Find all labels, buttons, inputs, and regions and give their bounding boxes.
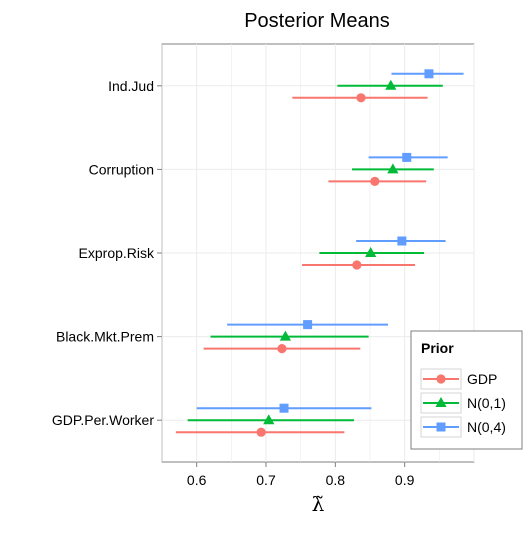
category-label: Ind.Jud	[108, 78, 154, 94]
legend-label: N(0,1)	[467, 395, 506, 411]
series-square	[196, 69, 464, 413]
data-point	[387, 163, 399, 174]
legend-key-marker	[435, 397, 447, 407]
data-point	[397, 236, 407, 246]
data-point	[279, 330, 292, 341]
data-point	[356, 93, 366, 103]
series-circle	[175, 93, 428, 437]
data-point	[385, 79, 397, 90]
data-point	[279, 403, 289, 413]
legend-label: GDP	[467, 371, 497, 387]
legend: Prior GDP N(0,1) N(0,4)	[410, 330, 523, 450]
series-layer	[175, 69, 464, 437]
data-point	[303, 320, 313, 330]
x-tick-label: 0.9	[395, 472, 415, 488]
data-point	[424, 69, 434, 79]
legend-label: N(0,4)	[467, 419, 506, 435]
data-point	[263, 414, 275, 425]
data-point	[402, 152, 412, 162]
data-point	[365, 247, 377, 257]
series-triangle	[187, 79, 443, 425]
data-point	[256, 427, 266, 437]
chart-title: Posterior Means	[244, 10, 390, 32]
legend-key-marker	[436, 374, 446, 384]
data-point	[352, 260, 362, 270]
category-label: Exprop.Risk	[79, 245, 155, 261]
x-tick-label: 0.7	[256, 472, 276, 488]
category-label: Corruption	[89, 161, 154, 177]
data-point	[370, 176, 380, 186]
x-tick-label: 0.8	[326, 472, 346, 488]
x-axis: 0.6 0.7 0.8 0.9	[187, 462, 415, 488]
x-tick-label: 0.6	[187, 472, 207, 488]
legend-key-marker	[436, 422, 446, 432]
category-label: Black.Mkt.Prem	[56, 329, 154, 345]
legend-title: Prior	[421, 340, 454, 356]
data-point	[277, 344, 287, 354]
category-label: GDP.Per.Worker	[52, 412, 155, 428]
x-axis-title: λ̃	[312, 492, 325, 516]
category-axis: Ind.Jud Corruption Exprop.Risk Black.Mkt.Pr…	[52, 78, 162, 428]
